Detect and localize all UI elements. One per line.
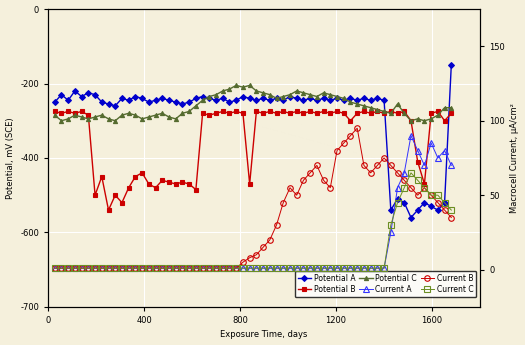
Legend: Potential A, Potential B, Potential C, Current A, Current B, Current C: Potential A, Potential B, Potential C, C… xyxy=(295,271,476,297)
X-axis label: Exposure Time, days: Exposure Time, days xyxy=(220,331,308,339)
Y-axis label: Potential, mV (SCE): Potential, mV (SCE) xyxy=(6,117,15,199)
Y-axis label: Macrocell Current, μA/cm²: Macrocell Current, μA/cm² xyxy=(510,103,519,213)
